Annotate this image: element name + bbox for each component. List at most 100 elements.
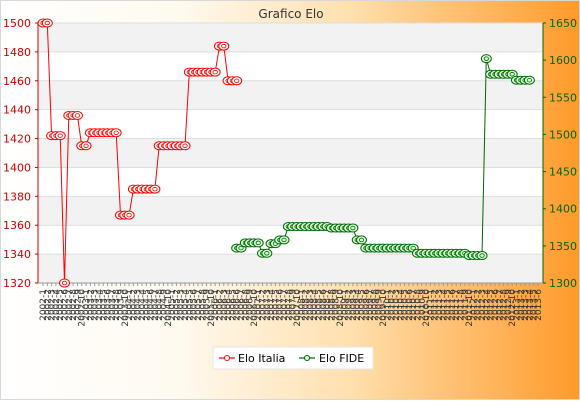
y-axis-right: 1300 1350 1400 1450 1500 1550 1600 1650: [542, 17, 577, 290]
data-point-elo-italia[interactable]: [80, 141, 92, 151]
data-point-inner-elo-italia: [212, 69, 218, 75]
x-tick-label: 2003-9: [116, 289, 126, 321]
x-tick-label: 2011-5: [444, 289, 454, 321]
x-tick-label: 2004-2: [129, 289, 139, 321]
x-tick-label: 2005-4: [181, 289, 191, 321]
data-point-elo-fide[interactable]: [356, 235, 368, 245]
x-tick-label: 2009-5: [358, 289, 368, 321]
x-tick-label: 2002-1: [39, 289, 49, 321]
x-tick-label: 2004-9: [160, 289, 170, 321]
x-tick-label: 2012-9: [504, 289, 514, 321]
y-right-tick-label: 1500: [549, 128, 577, 141]
x-tick-label: 2002-7: [65, 289, 75, 321]
x-tick-label: 2005-1: [168, 289, 178, 321]
x-tick-label: 2002-4: [52, 289, 62, 321]
data-point-elo-fide[interactable]: [278, 235, 290, 245]
x-tick-label: 2002-8: [69, 289, 79, 321]
data-point-elo-italia[interactable]: [110, 128, 122, 138]
y-left-tick-label: 1460: [3, 75, 31, 88]
data-point-elo-italia[interactable]: [123, 210, 135, 220]
x-tick-label: 2008-10: [336, 289, 346, 327]
legend-item-elo-italia[interactable]: Elo Italia: [219, 352, 285, 365]
x-tick-label: 2011-7: [452, 289, 462, 321]
x-tick-label: 2006-6: [233, 289, 243, 321]
x-tick-label: 2013-5: [530, 289, 540, 321]
x-tick-label: 2011-9: [461, 289, 471, 321]
y-left-tick-label: 1400: [3, 161, 31, 174]
x-tick-label: 2011-8: [457, 289, 467, 321]
legend-marker-elo-italia: [224, 355, 230, 361]
x-tick-label: 2009-2: [345, 289, 355, 321]
data-point-elo-italia[interactable]: [54, 131, 66, 141]
data-point-inner-elo-italia: [126, 212, 132, 218]
data-point-inner-elo-fide: [238, 245, 244, 251]
x-tick-label: 2006-1: [211, 289, 221, 321]
x-tick-label: 2003-7: [108, 289, 118, 321]
data-point-inner-elo-fide: [358, 237, 365, 243]
legend-item-elo-fide[interactable]: Elo FIDE: [299, 352, 364, 365]
data-point-elo-fide[interactable]: [523, 75, 535, 85]
x-tick-label: 2013-3: [521, 289, 531, 321]
x-tick-label: 2004-1: [125, 289, 135, 321]
y-left-tick-label: 1340: [3, 248, 31, 261]
data-point-elo-italia[interactable]: [59, 278, 71, 288]
x-tick-label: 2005-10: [207, 289, 217, 327]
y-left-tick-label: 1380: [3, 190, 31, 203]
x-tick-label: 2005-8: [198, 289, 208, 321]
x-tick-label: 2007-2: [259, 289, 269, 321]
legend-label-elo-fide: Elo FIDE: [319, 352, 364, 365]
x-tick-label: 2004-4: [138, 289, 148, 321]
data-point-elo-fide[interactable]: [252, 238, 264, 248]
x-tick-label: 2013-6: [534, 289, 544, 321]
x-tick-label: 2010-1: [383, 289, 393, 321]
data-point-elo-italia[interactable]: [218, 41, 230, 51]
y-left-tick-label: 1480: [3, 46, 31, 59]
x-tick-label: 2002-9: [73, 289, 83, 321]
x-tick-label: 2003-2: [86, 289, 96, 321]
x-tick-label: 2010-7: [409, 289, 419, 321]
x-tick-label: 2012-3: [478, 289, 488, 321]
x-tick-label: 2011-2: [431, 289, 441, 321]
x-tick-label: 2005-5: [185, 289, 195, 321]
y-right-tick-label: 1400: [549, 203, 577, 216]
data-point-elo-italia[interactable]: [231, 76, 243, 86]
data-point-inner-elo-italia: [44, 20, 50, 26]
background-band: [38, 196, 543, 226]
data-point-inner-elo-fide: [526, 77, 532, 83]
data-point-elo-italia[interactable]: [209, 67, 221, 77]
x-tick-label: 2012-2: [474, 289, 484, 321]
background-band: [38, 254, 543, 283]
data-point-elo-fide[interactable]: [476, 251, 488, 261]
x-tick-label: 2013-2: [517, 289, 527, 321]
data-point-elo-italia[interactable]: [71, 110, 83, 120]
data-point-elo-italia[interactable]: [41, 18, 53, 28]
data-point-inner-elo-fide: [264, 251, 270, 256]
data-point-elo-italia[interactable]: [149, 184, 161, 194]
x-tick-label: 2002-10: [78, 289, 88, 327]
x-tick-label: 2004-7: [151, 289, 161, 321]
x-tick-label: 2007-3: [263, 289, 273, 321]
x-tick-label: 2010-2: [388, 289, 398, 321]
data-point-elo-fide[interactable]: [480, 54, 492, 64]
x-tick-label: 2008-9: [332, 289, 342, 321]
x-tick-label: 2004-10: [164, 289, 174, 327]
data-point-elo-fide[interactable]: [261, 248, 273, 258]
x-tick-label: 2008-2: [302, 289, 312, 321]
x-tick-label: 2011-10: [465, 289, 475, 327]
x-tick-label: 2009-10: [379, 289, 389, 327]
x-tick-label: 2009-3: [349, 289, 359, 321]
x-tick-label: 2008-8: [327, 289, 337, 321]
y-left-tick-label: 1440: [3, 104, 31, 117]
data-point-elo-fide[interactable]: [347, 223, 359, 233]
y-left-tick-label: 1500: [3, 17, 31, 30]
x-tick-label: 2006-7: [237, 289, 247, 321]
x-tick-label: 2004-6: [147, 289, 157, 321]
data-point-elo-italia[interactable]: [179, 141, 191, 151]
x-tick-label: 2002-2: [43, 289, 53, 321]
x-tick-label: 2007-7: [280, 289, 290, 321]
legend-box: [212, 346, 374, 370]
y-left-tick-label: 1360: [3, 219, 31, 232]
x-tick-label: 2012-4: [482, 289, 492, 321]
x-tick-label: 2009-6: [362, 289, 372, 321]
y-axis-left: 1320 1340 1360 1380 1400 1420 1440 1460 1480 1500: [3, 17, 39, 290]
